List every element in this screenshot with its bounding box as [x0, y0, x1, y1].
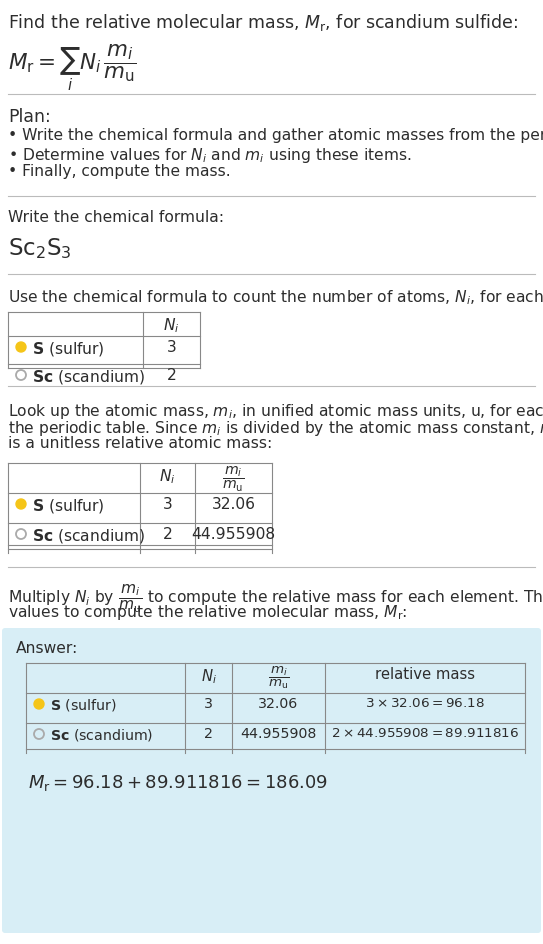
Text: 44.955908: 44.955908 [192, 527, 275, 542]
Text: • Determine values for $N_i$ and $m_i$ using these items.: • Determine values for $N_i$ and $m_i$ u… [8, 146, 412, 165]
Text: relative mass: relative mass [375, 667, 475, 682]
Circle shape [16, 342, 26, 352]
FancyBboxPatch shape [2, 628, 541, 933]
Text: 3: 3 [162, 497, 172, 512]
Text: 3: 3 [167, 340, 176, 355]
Text: Plan:: Plan: [8, 108, 50, 126]
Text: 2: 2 [162, 527, 172, 542]
Text: $3 \times 32.06 = 96.18$: $3 \times 32.06 = 96.18$ [365, 697, 485, 710]
Text: 44.955908: 44.955908 [241, 727, 317, 741]
Text: $\dfrac{m_i}{m_\mathrm{u}}$: $\dfrac{m_i}{m_\mathrm{u}}$ [222, 465, 245, 495]
Text: Look up the atomic mass, $m_i$, in unified atomic mass units, u, for each elemen: Look up the atomic mass, $m_i$, in unifi… [8, 402, 543, 421]
Text: Answer:: Answer: [16, 641, 78, 656]
Text: $M_\mathrm{r} = 96.18 + 89.911816 = 186.09$: $M_\mathrm{r} = 96.18 + 89.911816 = 186.… [28, 773, 328, 793]
Text: Find the relative molecular mass, $M_\mathrm{r}$, for scandium sulfide:: Find the relative molecular mass, $M_\ma… [8, 12, 518, 33]
Text: Multiply $N_i$ by $\dfrac{m_i}{m_\mathrm{u}}$ to compute the relative mass for e: Multiply $N_i$ by $\dfrac{m_i}{m_\mathrm… [8, 583, 543, 615]
Text: $N_i$: $N_i$ [159, 467, 176, 486]
Text: Write the chemical formula:: Write the chemical formula: [8, 210, 224, 225]
Text: $\mathbf{Sc}$ (scandium): $\mathbf{Sc}$ (scandium) [32, 527, 145, 545]
Text: $\mathbf{S}$ (sulfur): $\mathbf{S}$ (sulfur) [32, 340, 105, 358]
Text: • Write the chemical formula and gather atomic masses from the periodic table.: • Write the chemical formula and gather … [8, 128, 543, 143]
Text: • Finally, compute the mass.: • Finally, compute the mass. [8, 164, 231, 179]
Text: the periodic table. Since $m_i$ is divided by the atomic mass constant, $m_\math: the periodic table. Since $m_i$ is divid… [8, 419, 543, 438]
Text: $M_\mathrm{r} = \sum_i N_i\,\dfrac{m_i}{m_\mathrm{u}}$: $M_\mathrm{r} = \sum_i N_i\,\dfrac{m_i}{… [8, 42, 137, 93]
Text: $\dfrac{m_i}{m_\mathrm{u}}$: $\dfrac{m_i}{m_\mathrm{u}}$ [268, 665, 289, 691]
Text: is a unitless relative atomic mass:: is a unitless relative atomic mass: [8, 436, 272, 451]
Text: 2: 2 [204, 727, 213, 741]
Circle shape [34, 699, 44, 709]
Text: 2: 2 [167, 368, 176, 383]
Text: $\mathbf{Sc}$ (scandium): $\mathbf{Sc}$ (scandium) [50, 727, 153, 743]
Text: 32.06: 32.06 [258, 697, 299, 711]
Text: $\mathbf{S}$ (sulfur): $\mathbf{S}$ (sulfur) [50, 697, 117, 713]
Text: 32.06: 32.06 [212, 497, 256, 512]
Text: $\mathbf{Sc}$ (scandium): $\mathbf{Sc}$ (scandium) [32, 368, 145, 386]
Text: $\mathrm{Sc_2S_3}$: $\mathrm{Sc_2S_3}$ [8, 236, 72, 261]
Circle shape [16, 499, 26, 509]
Text: $2 \times 44.955908 = 89.911816$: $2 \times 44.955908 = 89.911816$ [331, 727, 519, 740]
Text: $N_i$: $N_i$ [200, 667, 217, 685]
Text: values to compute the relative molecular mass, $M_\mathrm{r}$:: values to compute the relative molecular… [8, 603, 407, 622]
Text: 3: 3 [204, 697, 213, 711]
Text: Use the chemical formula to count the number of atoms, $N_i$, for each element:: Use the chemical formula to count the nu… [8, 288, 543, 307]
Text: $\mathbf{S}$ (sulfur): $\mathbf{S}$ (sulfur) [32, 497, 105, 515]
Text: $N_i$: $N_i$ [163, 316, 180, 335]
